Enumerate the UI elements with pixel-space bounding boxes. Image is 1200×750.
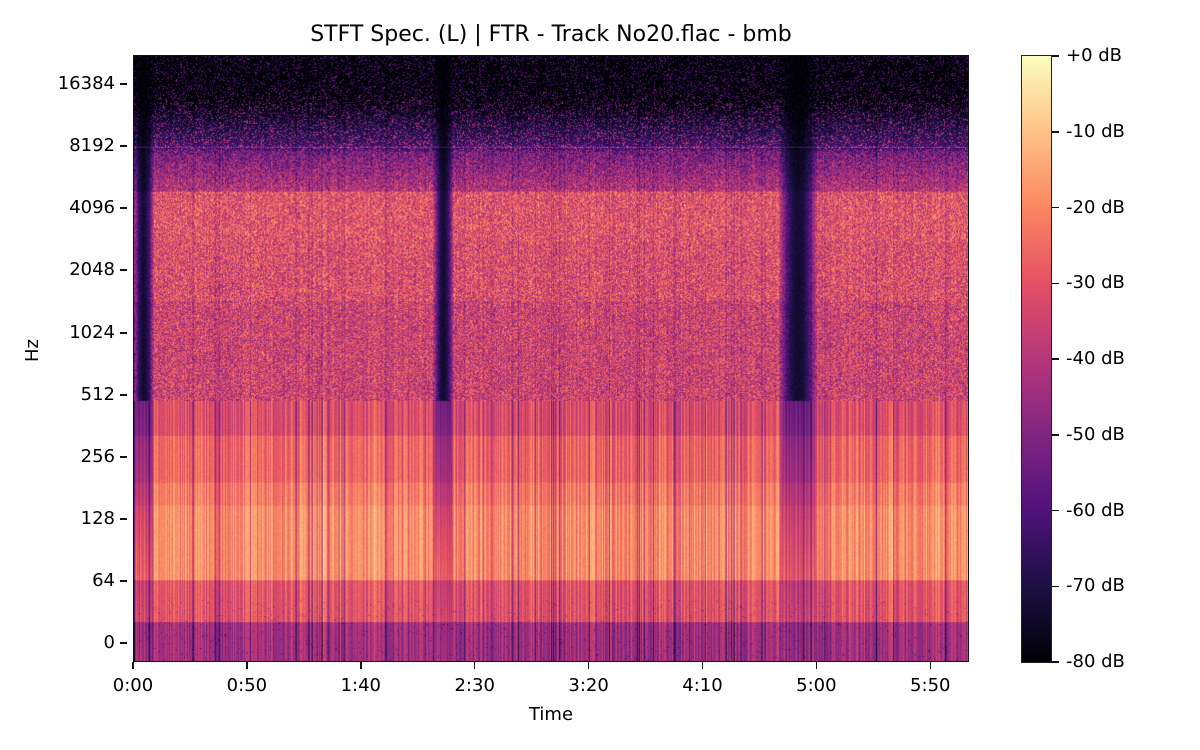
y-tick-label: 0 — [103, 632, 115, 653]
y-tick-mark — [120, 207, 127, 209]
x-tick-mark — [701, 662, 704, 669]
colorbar-tick-label: -70 dB — [1066, 575, 1125, 597]
colorbar-tick-mark — [1052, 509, 1059, 512]
x-tick-mark — [815, 662, 818, 669]
y-tick-label: 128 — [80, 508, 115, 529]
colorbar-tick-label: -20 dB — [1066, 196, 1125, 218]
y-tick-label: 16384 — [57, 73, 115, 94]
x-tick-label: 0:50 — [226, 675, 268, 696]
colorbar-tick-mark — [1052, 358, 1059, 360]
y-tick-mark — [120, 83, 127, 85]
y-tick-label: 2048 — [69, 259, 115, 280]
colorbar-tick-mark — [1052, 55, 1059, 57]
x-tick-mark — [587, 662, 590, 669]
y-tick-mark — [120, 332, 127, 334]
x-tick-mark — [132, 662, 134, 669]
y-tick-label: 512 — [80, 384, 115, 405]
colorbar-tick-label: -80 dB — [1066, 651, 1125, 672]
y-tick-label: 64 — [92, 570, 115, 591]
colorbar-tick-mark — [1052, 434, 1059, 436]
spectrogram-plot-area — [133, 55, 969, 662]
y-tick-mark — [120, 518, 127, 520]
colorbar-tick-label: +0 dB — [1066, 45, 1123, 66]
x-tick-label: 1:40 — [340, 675, 381, 696]
x-tick-label: 5:00 — [796, 675, 837, 696]
colorbar-tick-mark — [1052, 206, 1059, 209]
colorbar-tick-mark — [1052, 585, 1059, 587]
colorbar-tick-label: -50 dB — [1066, 423, 1125, 445]
spectrogram-image — [134, 56, 968, 661]
x-tick-label: 0:00 — [112, 675, 154, 696]
colorbar — [1021, 55, 1052, 663]
x-tick-mark — [246, 662, 248, 669]
x-tick-mark — [929, 662, 932, 669]
y-tick-label: 8192 — [69, 135, 115, 156]
y-tick-label: 1024 — [69, 322, 115, 343]
x-tick-label: 5:50 — [910, 675, 951, 696]
x-tick-label: 3:20 — [568, 675, 609, 696]
colorbar-tick-label: -10 dB — [1066, 120, 1125, 142]
x-tick-label: 2:30 — [454, 675, 495, 696]
x-axis-title: Time — [528, 704, 574, 725]
chart-title: STFT Spec. (L) | FTR - Track No20.flac -… — [310, 22, 792, 47]
colorbar-tick-label: -60 dB — [1066, 499, 1125, 521]
x-tick-label: 4:10 — [682, 675, 723, 696]
y-tick-mark — [120, 456, 127, 458]
colorbar-tick-label: -30 dB — [1066, 272, 1125, 294]
colorbar-tick-label: -40 dB — [1066, 348, 1125, 369]
colorbar-tick-mark — [1052, 131, 1059, 133]
colorbar-tick-mark — [1052, 282, 1059, 284]
y-tick-mark — [120, 269, 127, 271]
y-tick-mark — [120, 394, 127, 396]
x-tick-mark — [360, 662, 362, 669]
x-tick-mark — [473, 662, 476, 669]
y-tick-mark — [120, 145, 127, 147]
y-tick-label: 4096 — [69, 197, 115, 218]
y-tick-label: 256 — [80, 446, 115, 467]
y-axis-title: Hz — [22, 339, 43, 362]
colorbar-tick-mark — [1052, 661, 1059, 663]
y-tick-mark — [120, 642, 127, 644]
y-tick-mark — [120, 580, 127, 582]
